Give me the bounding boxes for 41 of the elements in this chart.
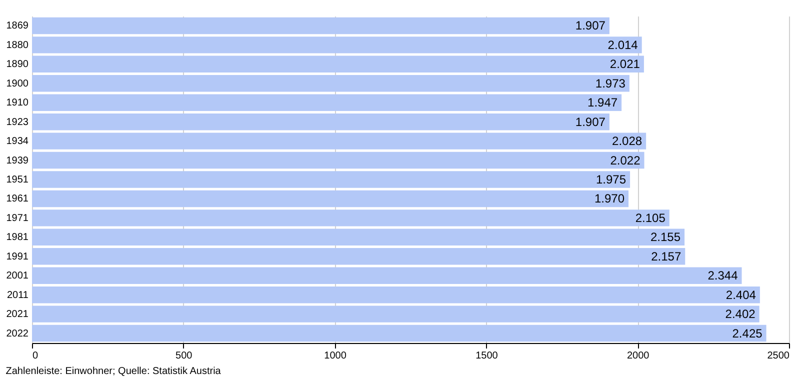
text: Zahlenleiste: Einwohner; Quelle: Statistik Austria: [6, 366, 222, 377]
data-label: 1.975: [596, 172, 626, 186]
y-tick-label: 1880: [6, 40, 29, 51]
x-tick-label: 1000: [324, 350, 347, 362]
x-tick-label: 500: [176, 350, 193, 362]
y-tick-label: 1981: [6, 232, 29, 244]
data-label: 2.344: [708, 268, 738, 283]
data-label: 2.157: [651, 249, 682, 264]
data-label: 2.014: [608, 38, 638, 52]
data-label: 2.022: [610, 153, 641, 168]
x-tick-label: 0: [32, 350, 38, 362]
data-label: 2.105: [635, 210, 666, 225]
data-label: 1.907: [575, 114, 606, 129]
y-tick-label: 2022: [6, 328, 29, 340]
y-tick-label: 1971: [6, 212, 29, 224]
x-tick-label: 1500: [476, 350, 498, 362]
data-label: 1.947: [588, 96, 618, 110]
x-tick-label: 2500: [767, 350, 790, 362]
y-tick-label: 1991: [6, 251, 29, 262]
y-tick-label: 1934: [6, 136, 29, 148]
data-label: 2.021: [610, 57, 640, 72]
x-tick-label: 2000: [626, 350, 650, 362]
data-label: 2.028: [612, 134, 642, 148]
y-tick-label: 2001: [6, 270, 29, 282]
data-label: 2.155: [650, 230, 681, 244]
y-tick-label: 1910: [6, 98, 29, 109]
data-label: 1.973: [595, 76, 626, 90]
y-tick-label: 1869: [6, 20, 29, 32]
y-tick-label: 1961: [6, 194, 29, 205]
data-label: 1.970: [594, 192, 625, 206]
y-tick-label: 1939: [6, 155, 29, 166]
y-tick-label: 2011: [6, 290, 29, 301]
y-tick-label: 2021: [6, 309, 29, 320]
data-label: 1.907: [575, 18, 606, 33]
y-tick-label: 1951: [6, 174, 29, 186]
y-tick-label: 1900: [6, 78, 29, 90]
y-tick-label: 1923: [6, 116, 29, 128]
data-label: 2.402: [725, 307, 756, 322]
data-label: 2.425: [732, 326, 763, 340]
y-tick-label: 1890: [6, 59, 29, 70]
data-label: 2.404: [726, 288, 756, 302]
